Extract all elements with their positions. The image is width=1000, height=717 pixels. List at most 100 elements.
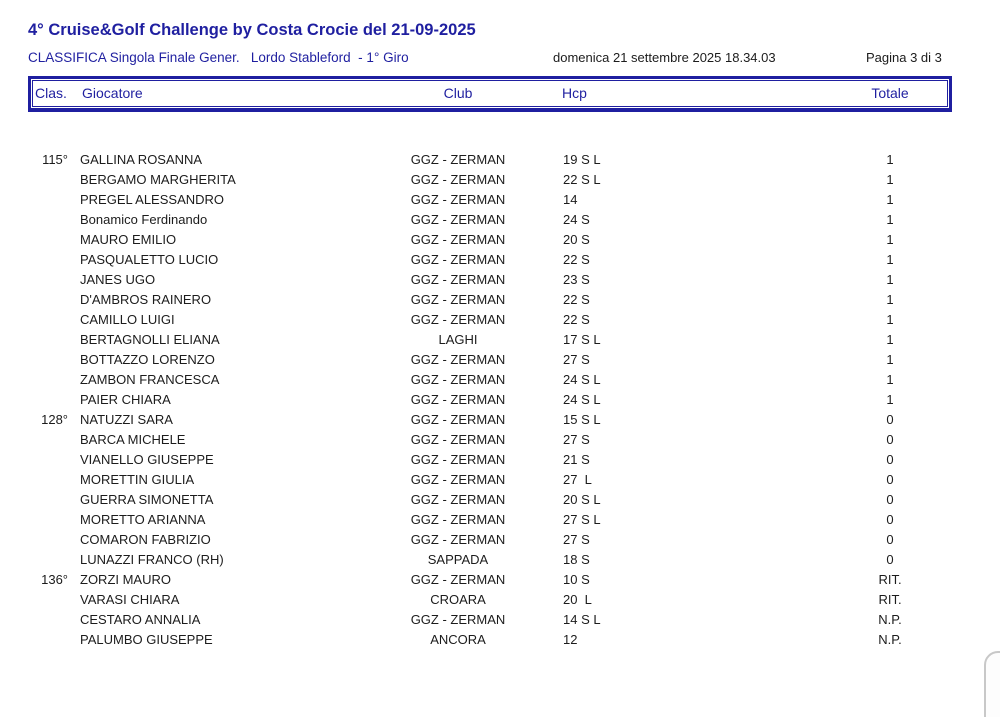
row-rank — [0, 250, 68, 270]
column-header-club: Club — [443, 85, 473, 101]
row-player: VARASI CHIARA — [80, 592, 180, 607]
row-total: 1 — [886, 152, 894, 167]
row-hcp: 27 S — [563, 432, 590, 447]
row-club: GGZ - ZERMAN — [410, 152, 506, 167]
row-rank — [0, 590, 68, 610]
row-rank — [0, 610, 68, 630]
row-player: COMARON FABRIZIO — [80, 532, 211, 547]
row-rank — [0, 510, 68, 530]
row-club: GGZ - ZERMAN — [410, 372, 506, 387]
row-rank: 128° — [41, 412, 68, 427]
row-total: N.P. — [878, 632, 902, 647]
row-club: GGZ - ZERMAN — [410, 492, 506, 507]
row-club: GGZ - ZERMAN — [410, 612, 506, 627]
row-rank — [0, 470, 68, 490]
row-club: CROARA — [430, 592, 486, 607]
row-player: BERTAGNOLLI ELIANA — [80, 332, 220, 347]
row-club: GGZ - ZERMAN — [410, 312, 506, 327]
row-rank — [0, 210, 68, 230]
row-hcp: 22 S — [563, 292, 590, 307]
row-rank: 136° — [41, 572, 68, 587]
row-player: PREGEL ALESSANDRO — [80, 192, 225, 207]
row-hcp: 24 S — [563, 212, 590, 227]
row-player: GALLINA ROSANNA — [80, 152, 203, 167]
row-club: GGZ - ZERMAN — [410, 172, 506, 187]
table-row: VIANELLO GIUSEPPE GGZ - ZERMAN 21 S 0 — [0, 450, 1000, 470]
row-total: 0 — [886, 452, 894, 467]
row-total: 0 — [886, 552, 894, 567]
row-rank — [0, 290, 68, 310]
column-header-clas: Clas. — [35, 85, 67, 101]
row-rank — [0, 330, 68, 350]
row-rank — [0, 350, 68, 370]
row-total: 1 — [886, 312, 894, 327]
row-player: CESTARO ANNALIA — [80, 612, 201, 627]
row-total: 0 — [886, 412, 894, 427]
row-club: GGZ - ZERMAN — [410, 472, 506, 487]
row-club: SAPPADA — [427, 552, 489, 567]
row-total: 0 — [886, 512, 894, 527]
row-player: ZORZI MAURO — [80, 572, 171, 587]
row-club: GGZ - ZERMAN — [410, 252, 506, 267]
row-rank — [0, 190, 68, 210]
row-total: 1 — [886, 272, 894, 287]
row-club: GGZ - ZERMAN — [410, 572, 506, 587]
table-row: PALUMBO GIUSEPPE ANCORA 12 N.P. — [0, 630, 1000, 650]
row-hcp: 27 L — [563, 472, 592, 487]
row-player: MORETTIN GIULIA — [80, 472, 195, 487]
row-player: GUERRA SIMONETTA — [80, 492, 214, 507]
row-player: VIANELLO GIUSEPPE — [80, 452, 214, 467]
row-total: 1 — [886, 192, 894, 207]
column-header-hcp: Hcp — [562, 85, 587, 101]
row-rank — [0, 230, 68, 250]
table-row: LUNAZZI FRANCO (RH) SAPPADA 18 S 0 — [0, 550, 1000, 570]
row-club: GGZ - ZERMAN — [410, 412, 506, 427]
table-row: D'AMBROS RAINERO GGZ - ZERMAN 22 S 1 — [0, 290, 1000, 310]
row-rank — [0, 450, 68, 470]
row-hcp: 12 — [563, 632, 578, 647]
table-row: CESTARO ANNALIA GGZ - ZERMAN 14 S L N.P. — [0, 610, 1000, 630]
row-hcp: 22 S — [563, 252, 590, 267]
row-player: D'AMBROS RAINERO — [80, 292, 212, 307]
row-rank: 115° — [42, 152, 68, 167]
table-row: 136° ZORZI MAURO GGZ - ZERMAN 10 S RIT. — [0, 570, 1000, 590]
report-datetime: domenica 21 settembre 2025 18.34.03 — [553, 50, 776, 65]
row-hcp: 10 S — [563, 572, 590, 587]
row-hcp: 15 S L — [563, 412, 601, 427]
row-player: BERGAMO MARGHERITA — [80, 172, 236, 187]
row-hcp: 27 S — [563, 532, 590, 547]
row-rank — [0, 550, 68, 570]
table-body: 115° GALLINA ROSANNA GGZ - ZERMAN 19 S L… — [0, 150, 1000, 650]
row-hcp: 17 S L — [563, 332, 601, 347]
row-rank — [0, 390, 68, 410]
table-row: MORETTO ARIANNA GGZ - ZERMAN 27 S L 0 — [0, 510, 1000, 530]
row-player: MAURO EMILIO — [80, 232, 177, 247]
row-club: GGZ - ZERMAN — [410, 392, 506, 407]
row-club: GGZ - ZERMAN — [410, 512, 506, 527]
row-total: 1 — [886, 352, 894, 367]
row-player: LUNAZZI FRANCO (RH) — [80, 552, 224, 567]
row-total: 1 — [886, 172, 894, 187]
report-title: 4° Cruise&Golf Challenge by Costa Crocie… — [28, 21, 476, 39]
column-header-giocatore: Giocatore — [82, 85, 143, 101]
row-total: 0 — [886, 432, 894, 447]
row-hcp: 20 S — [563, 232, 590, 247]
row-total: 0 — [886, 532, 894, 547]
row-player: Bonamico Ferdinando — [80, 212, 208, 227]
table-row: BERGAMO MARGHERITA GGZ - ZERMAN 22 S L 1 — [0, 170, 1000, 190]
table-row: VARASI CHIARA CROARA 20 L RIT. — [0, 590, 1000, 610]
table-row: MORETTIN GIULIA GGZ - ZERMAN 27 L 0 — [0, 470, 1000, 490]
row-total: 0 — [886, 492, 894, 507]
row-hcp: 19 S L — [563, 152, 601, 167]
row-total: 1 — [886, 252, 894, 267]
table-row: MAURO EMILIO GGZ - ZERMAN 20 S 1 — [0, 230, 1000, 250]
row-club: GGZ - ZERMAN — [410, 232, 506, 247]
row-club: GGZ - ZERMAN — [410, 452, 506, 467]
table-row: GUERRA SIMONETTA GGZ - ZERMAN 20 S L 0 — [0, 490, 1000, 510]
table-row: BARCA MICHELE GGZ - ZERMAN 27 S 0 — [0, 430, 1000, 450]
row-club: GGZ - ZERMAN — [410, 532, 506, 547]
row-hcp: 23 S — [563, 272, 590, 287]
row-hcp: 27 S — [563, 352, 590, 367]
table-row: BOTTAZZO LORENZO GGZ - ZERMAN 27 S 1 — [0, 350, 1000, 370]
